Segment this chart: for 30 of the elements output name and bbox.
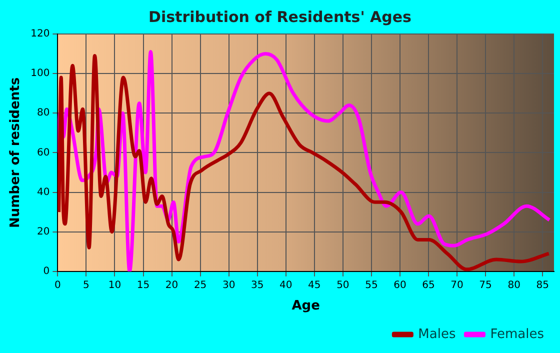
y-tick-label: 20: [36, 226, 50, 238]
y-tick-label: 100: [30, 68, 50, 80]
x-tick-label: 70: [450, 280, 464, 291]
x-tick-label: 60: [394, 280, 406, 291]
x-tick-label: 5: [83, 280, 90, 291]
x-tick-label: 20: [165, 280, 178, 291]
y-tick-label: 0: [43, 266, 50, 277]
x-tick-label: 25: [194, 280, 207, 291]
chart-title: Distribution of Residents' Ages: [148, 8, 412, 26]
x-axis-title: Age: [292, 298, 320, 314]
x-tick-label: 15: [136, 280, 150, 291]
y-tick-label: 60: [36, 147, 50, 158]
x-tick-label: 50: [336, 280, 350, 291]
x-tick-label: 65: [422, 280, 435, 291]
x-tick-label: 55: [365, 280, 378, 291]
y-tick-label: 40: [36, 186, 50, 198]
x-tick-label: 40: [280, 280, 292, 291]
x-tick-label: 75: [479, 280, 492, 291]
x-tick-label: 10: [108, 280, 122, 291]
y-axis-title: Number of residents: [8, 77, 24, 228]
x-tick-label: 45: [308, 280, 321, 291]
y-tick-label: 80: [36, 108, 50, 119]
x-tick-label: 0: [54, 280, 61, 291]
legend-label: Females: [490, 326, 544, 342]
x-tick-label: 35: [250, 280, 264, 291]
y-tick-label: 120: [30, 28, 50, 40]
x-tick-label: 30: [222, 280, 236, 291]
x-tick-label: 85: [536, 280, 549, 291]
x-tick-label: 80: [508, 280, 520, 291]
legend-label: Males: [418, 326, 456, 342]
